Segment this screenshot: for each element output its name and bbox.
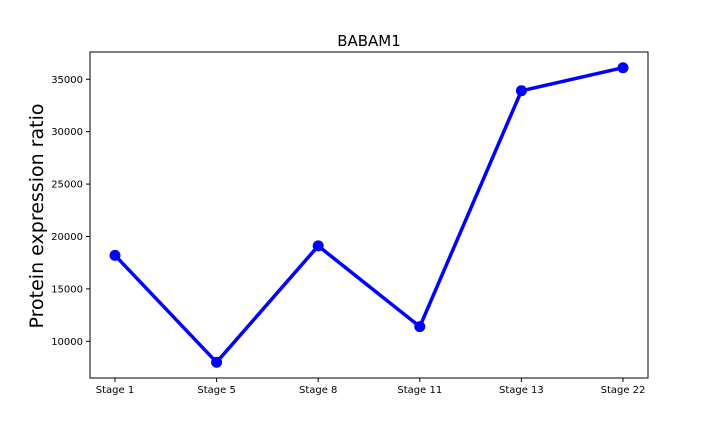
- y-tick-label: 20000: [51, 232, 83, 243]
- data-point: [312, 240, 324, 252]
- chart-title: BABAM1: [337, 32, 401, 50]
- x-tick-label: Stage 8: [299, 385, 337, 396]
- x-tick-label: Stage 1: [96, 385, 134, 396]
- data-series: [109, 62, 629, 368]
- y-tick-label: 25000: [51, 180, 83, 191]
- data-point: [109, 249, 121, 261]
- data-point: [617, 62, 629, 74]
- x-tick-label: Stage 13: [499, 385, 544, 396]
- series-line: [113, 65, 625, 365]
- y-tick-label: 30000: [51, 127, 83, 138]
- x-tick-label: Stage 5: [197, 385, 235, 396]
- data-point: [211, 356, 223, 368]
- x-tick-label: Stage 11: [397, 385, 442, 396]
- data-point: [414, 321, 426, 333]
- x-tick-label: Stage 22: [601, 385, 646, 396]
- data-point: [515, 85, 527, 97]
- axis-ticks: 10000 15000 20000 25000 30000 35000 Stage 1 Sta…: [51, 75, 645, 396]
- y-tick-label: 15000: [51, 284, 83, 295]
- y-tick-label: 35000: [51, 75, 83, 86]
- y-tick-label: 10000: [51, 337, 83, 348]
- y-axis-label: Protein expression ratio: [26, 104, 48, 329]
- plot-frame: [89, 51, 649, 379]
